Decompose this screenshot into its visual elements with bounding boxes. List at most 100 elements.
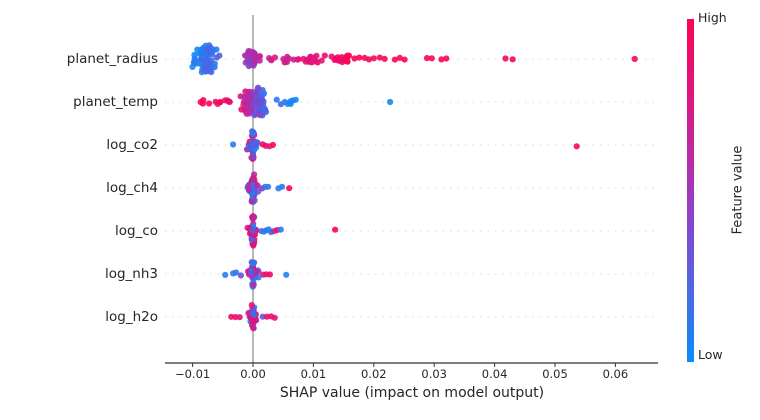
beeswarm-dot [343, 54, 350, 61]
beeswarm-dot [252, 269, 260, 276]
beeswarm-dot [248, 236, 255, 243]
x-tick-label: 0.06 [602, 367, 629, 381]
beeswarm-dot [273, 96, 280, 103]
feature-label-log_h2o: log_h2o [105, 309, 158, 325]
beeswarm-dot [198, 55, 205, 63]
beeswarm-dot [245, 187, 253, 194]
beeswarm-dot [387, 98, 394, 106]
beeswarm-dot [294, 56, 301, 63]
beeswarm-dot [269, 141, 276, 149]
beeswarm-dot [332, 226, 339, 233]
beeswarm-dot [281, 98, 288, 106]
beeswarm-dot [391, 56, 398, 63]
beeswarm-dot [254, 182, 261, 189]
beeswarm-dot [277, 226, 284, 233]
feature-label-planet_temp: planet_temp [73, 94, 158, 110]
beeswarm-dot [271, 314, 278, 321]
beeswarm-dot [203, 59, 210, 66]
beeswarm-dot [278, 183, 286, 190]
feature-row-log_co2 [230, 128, 580, 162]
feature-label-log_ch4: log_ch4 [106, 180, 158, 196]
feature-row-planet_temp [197, 84, 394, 119]
beeswarm-dot [256, 111, 263, 119]
beeswarm-dot [256, 57, 263, 64]
beeswarm-dot [237, 272, 244, 279]
beeswarm-dot [365, 56, 373, 63]
beeswarm-dot [250, 214, 257, 221]
feature-label-log_nh3: log_nh3 [104, 266, 158, 282]
beeswarm-dot [253, 99, 260, 106]
beeswarm-dot [204, 47, 211, 54]
x-tick-label: 0.04 [481, 367, 508, 381]
beeswarm-dot [250, 324, 257, 332]
colorbar-gradient [687, 19, 694, 362]
beeswarm-dot [381, 55, 388, 63]
beeswarm-dot [198, 69, 205, 76]
beeswarm-dot [265, 183, 272, 190]
beeswarm-dot [428, 55, 435, 62]
colorbar-title: Feature value [730, 145, 746, 235]
beeswarm-dot [250, 260, 257, 267]
beeswarm-dot [396, 54, 403, 62]
feature-label-log_co: log_co [114, 223, 158, 239]
beeswarm-dot [222, 271, 229, 278]
feature-row-log_h2o [228, 302, 278, 332]
beeswarm-dot [287, 100, 294, 107]
feature-label-log_co2: log_co2 [106, 137, 158, 153]
beeswarm-dot [370, 55, 377, 62]
feature-row-log_co [244, 213, 339, 249]
beeswarm-dot [248, 269, 255, 277]
beeswarm-dot [233, 269, 240, 276]
beeswarm-dot [241, 93, 248, 100]
beeswarm-dot [248, 141, 255, 148]
beeswarm-dot [280, 56, 287, 63]
x-axis-title: SHAP value (impact on model output) [279, 385, 545, 401]
beeswarm-dot [285, 55, 293, 62]
beeswarm-dot [318, 57, 325, 64]
beeswarm-dot [236, 314, 243, 321]
beeswarm-dot [212, 98, 219, 105]
beeswarm-dot [204, 65, 211, 72]
beeswarm-dot [250, 281, 257, 289]
beeswarm-dot [249, 227, 256, 234]
beeswarm-dot [248, 302, 255, 309]
beeswarm-dot [210, 47, 217, 54]
x-tick-label: 0.02 [360, 367, 387, 381]
beeswarm-dot [217, 99, 224, 106]
beeswarm-dot [321, 52, 328, 59]
beeswarm-dot [443, 55, 450, 62]
x-tick-label: 0.00 [240, 367, 266, 381]
colorbar-high-label: High [698, 10, 727, 25]
feature-label-planet_radius: planet_radius [66, 51, 158, 67]
beeswarm-dot [256, 53, 264, 60]
beeswarm-dot [251, 90, 258, 97]
feature-row-planet_radius [189, 42, 638, 76]
beeswarm-dot [260, 104, 267, 111]
beeswarm-dot [194, 46, 201, 53]
colorbar-low-label: Low [698, 347, 723, 362]
beeswarm-dot [302, 58, 309, 65]
beeswarm-dot [251, 311, 258, 318]
x-tick-label: 0.01 [300, 367, 327, 381]
beeswarm-dot [230, 141, 237, 148]
beeswarm-dot [190, 59, 197, 66]
feature-row-log_ch4 [244, 171, 293, 205]
beeswarm-dot [251, 57, 258, 64]
beeswarm-dot [423, 55, 431, 62]
beeswarm-dot [401, 56, 408, 63]
beeswarm-dot [248, 198, 255, 205]
beeswarm-dot [206, 100, 213, 107]
beeswarm-dot [266, 271, 273, 278]
beeswarm-dot [376, 54, 383, 61]
beeswarm-dot [245, 88, 252, 95]
beeswarm-dot [502, 55, 509, 62]
beeswarm-dot [249, 130, 256, 137]
beeswarm-dot [283, 271, 290, 278]
beeswarm-dot [191, 51, 198, 58]
beeswarm-dot [631, 55, 638, 63]
beeswarm-dot [356, 54, 363, 61]
beeswarm-dot [509, 56, 516, 63]
beeswarm-dot [338, 54, 345, 61]
